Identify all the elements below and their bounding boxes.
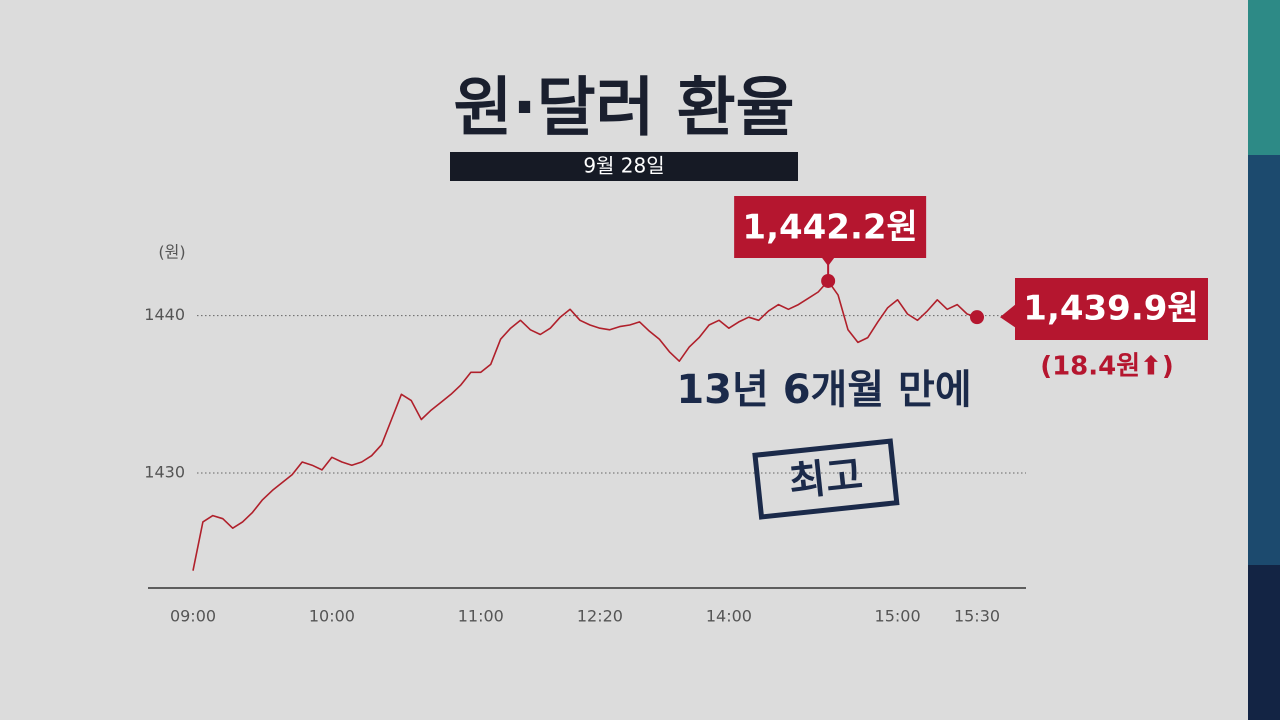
headline: 13년 6개월 만에: [676, 367, 971, 413]
chart-title: 원·달러 환율: [454, 72, 795, 146]
x-tick-label: 09:00: [170, 607, 216, 626]
peak-marker: [821, 273, 836, 288]
x-tick-label: 11:00: [458, 607, 504, 626]
subtitle: 9월 28일: [583, 154, 664, 178]
stamp: 최고: [752, 438, 900, 520]
subtitle-bar: [450, 152, 798, 181]
callout-box: [734, 196, 927, 258]
callout-label: 1,439.9원: [1023, 289, 1198, 329]
x-tick-label: 15:30: [954, 607, 1000, 626]
last-marker: [970, 310, 984, 325]
side-strip: [1248, 0, 1280, 155]
y-tick-label: 1430: [144, 463, 185, 482]
stamp-border: [752, 438, 900, 520]
callout-box: [1015, 278, 1208, 340]
y-tick-label: 1440: [144, 305, 185, 324]
x-tick-label: 12:20: [577, 607, 623, 626]
line: [192, 280, 978, 571]
callout-label: 1,442.2원: [742, 208, 917, 248]
x-tick-label: 14:00: [706, 607, 752, 626]
x-tick-label: 15:00: [875, 607, 921, 626]
side-strip: [1248, 155, 1280, 565]
stamp-label: 최고: [787, 452, 865, 505]
callout-pointer: [1000, 304, 1016, 328]
y-axis-label: (원): [158, 243, 185, 262]
x-tick-label: 10:00: [309, 607, 355, 626]
side-strip: [1248, 565, 1280, 720]
change-label: (18.4원⬆): [1040, 352, 1174, 382]
